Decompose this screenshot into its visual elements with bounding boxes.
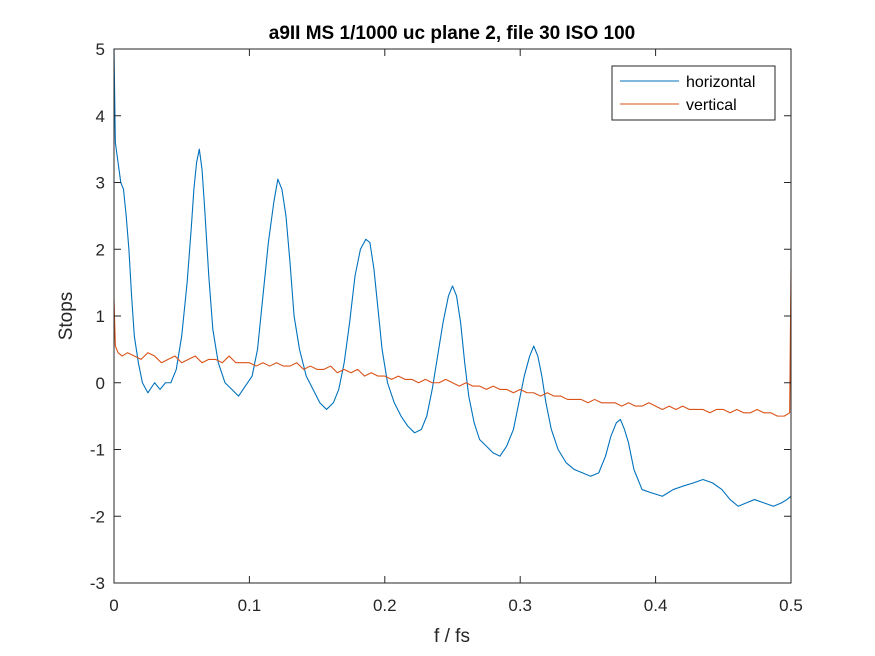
y-tick-label: 4 — [96, 107, 105, 126]
y-tick-label: -1 — [90, 441, 105, 460]
x-tick-label: 0 — [109, 596, 118, 615]
x-tick-label: 0.2 — [373, 596, 397, 615]
x-tick-label: 0.4 — [644, 596, 668, 615]
y-tick-label: 3 — [96, 174, 105, 193]
y-tick-label: 1 — [96, 307, 105, 326]
y-axis-label: Stops — [56, 292, 77, 341]
legend: horizontal vertical — [611, 65, 776, 121]
y-tick-label: -3 — [90, 574, 105, 593]
x-axis-ticks: 0 0.1 0.2 0.3 0.4 0.5 — [109, 49, 803, 615]
series-layer — [113, 48, 792, 507]
legend-box — [611, 65, 776, 121]
legend-label-horizontal: horizontal — [686, 74, 755, 91]
y-tick-label: 5 — [96, 40, 105, 59]
plot-area — [114, 49, 791, 583]
series-line-horizontal — [113, 48, 792, 507]
x-axis-label: f / fs — [434, 626, 470, 647]
x-tick-label: 0.5 — [779, 596, 803, 615]
legend-label-vertical: vertical — [686, 97, 737, 114]
x-tick-label: 0.3 — [508, 596, 532, 615]
y-tick-label: 2 — [96, 240, 105, 259]
y-tick-label: -2 — [90, 507, 105, 526]
y-tick-label: 0 — [96, 374, 105, 393]
x-tick-label: 0.1 — [238, 596, 262, 615]
series-line-vertical — [113, 269, 792, 417]
y-axis-ticks: -3 -2 -1 0 1 2 3 4 5 — [90, 40, 791, 593]
chart-title: a9II MS 1/1000 uc plane 2, file 30 ISO 1… — [269, 23, 635, 44]
